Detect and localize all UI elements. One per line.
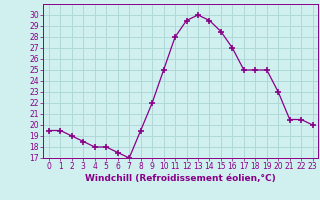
X-axis label: Windchill (Refroidissement éolien,°C): Windchill (Refroidissement éolien,°C) <box>85 174 276 183</box>
